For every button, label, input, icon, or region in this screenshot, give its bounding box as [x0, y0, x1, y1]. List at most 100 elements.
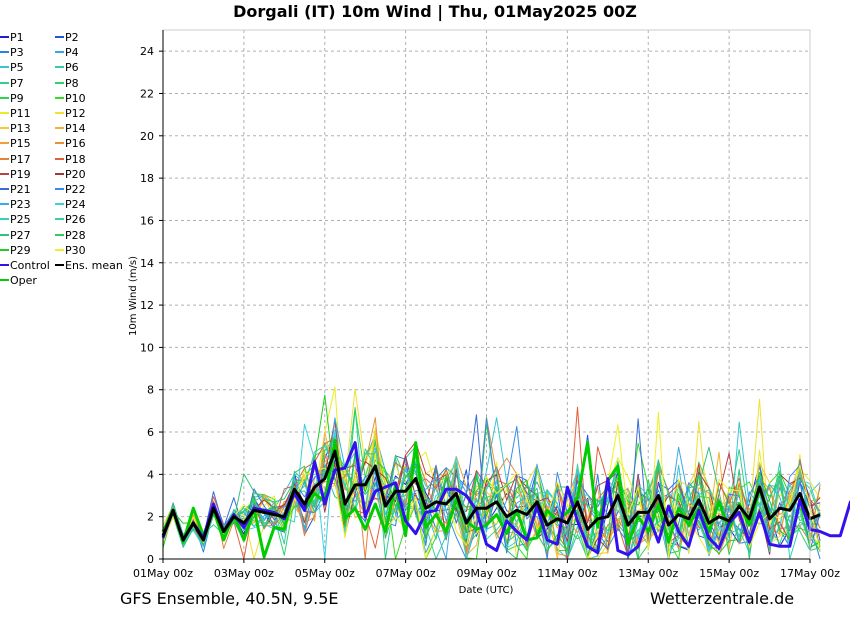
- legend-swatch: [55, 172, 64, 175]
- y-tick-label: 10: [140, 341, 154, 354]
- legend-item-p10: P10: [55, 91, 86, 105]
- footer-source: Wetterzentrale.de: [650, 589, 795, 608]
- legend-label: P21: [10, 183, 31, 196]
- chart-title: Dorgali (IT) 10m Wind | Thu, 01May2025 0…: [233, 2, 637, 21]
- y-tick-label: 24: [140, 45, 154, 58]
- legend-swatch: [0, 203, 9, 206]
- member-lines: [162, 386, 821, 560]
- legend-item-p18: P18: [55, 152, 86, 166]
- member-line-p26: [162, 445, 821, 560]
- legend-label: P12: [65, 107, 86, 120]
- legend-swatch: [0, 81, 9, 84]
- footer-model-location: GFS Ensemble, 40.5N, 9.5E: [120, 589, 339, 608]
- legend-label: P8: [65, 76, 79, 90]
- y-tick-label: 12: [140, 299, 154, 312]
- legend-label: P28: [65, 228, 86, 242]
- legend-swatch: [0, 96, 9, 99]
- legend-item-p2: P2: [55, 32, 79, 44]
- legend-swatch: [55, 112, 64, 114]
- legend-item-p5: P5: [0, 62, 24, 74]
- y-tick-label: 4: [147, 468, 154, 481]
- member-line-p15: [162, 447, 821, 559]
- legend-item-p16: P16: [55, 138, 86, 150]
- legend-item-p3: P3: [0, 47, 24, 59]
- main-lines: [161, 439, 850, 559]
- y-tick-label: 22: [140, 87, 154, 100]
- legend-label: P5: [10, 61, 24, 75]
- legend-label: P1: [10, 31, 24, 44]
- x-tick-label: 01May 00z: [133, 567, 193, 580]
- legend-label: P2: [65, 31, 79, 44]
- grid: [163, 30, 810, 559]
- legend-item-p15: P15: [0, 138, 31, 150]
- legend-swatch: [55, 96, 64, 99]
- y-tick-label: 0: [147, 553, 154, 566]
- legend-item-p17: P17: [0, 152, 31, 166]
- legend-item-p23: P23: [0, 199, 31, 211]
- legend-label: P30: [65, 243, 86, 257]
- x-tick-label: 13May 00z: [618, 567, 678, 580]
- legend-swatch: [55, 264, 64, 266]
- legend-item-p11: P11: [0, 108, 31, 120]
- legend-swatch: [0, 112, 9, 114]
- legend-swatch: [55, 127, 64, 130]
- legend-swatch: [55, 233, 64, 236]
- legend-label: P29: [10, 243, 31, 257]
- x-tick-label: 15May 00z: [699, 567, 759, 580]
- member-line-p29: [162, 394, 821, 560]
- legend-item-p19: P19: [0, 167, 31, 181]
- legend-item-p30: P30: [55, 243, 86, 257]
- legend-label: P19: [10, 167, 31, 181]
- legend-label: P25: [10, 213, 31, 227]
- legend-label: P11: [10, 107, 31, 120]
- x-tick-label: 03May 00z: [214, 567, 274, 580]
- legend-label: P18: [65, 152, 86, 166]
- legend-label: P10: [65, 91, 86, 105]
- legend-item-p22: P22: [55, 184, 86, 196]
- legend-swatch: [0, 218, 9, 221]
- legend-item-p8: P8: [55, 76, 79, 90]
- legend-label: P9: [10, 91, 24, 105]
- legend-item-p21: P21: [0, 184, 31, 196]
- y-tick-label: 16: [140, 214, 154, 227]
- legend-swatch: [55, 157, 64, 160]
- legend-label: P13: [10, 122, 31, 136]
- ens-mean-line: [161, 449, 821, 542]
- legend-swatch: [0, 233, 9, 236]
- legend-item-oper: Oper: [0, 275, 37, 287]
- legend-swatch: [0, 51, 9, 54]
- legend-item-control: Control: [0, 260, 50, 272]
- legend-item-p24: P24: [55, 199, 86, 211]
- member-line-p27: [162, 446, 821, 560]
- legend-label: P22: [65, 183, 86, 196]
- legend-item-p4: P4: [55, 47, 79, 59]
- legend-label: Oper: [10, 274, 37, 288]
- legend-label: P14: [65, 122, 86, 136]
- legend-item-p6: P6: [55, 62, 79, 74]
- legend-label: P16: [65, 137, 86, 151]
- member-line-p22: [162, 417, 821, 560]
- legend-swatch: [0, 188, 9, 190]
- legend-item-p1: P1: [0, 32, 24, 44]
- y-tick-label: 18: [140, 172, 154, 185]
- legend-swatch: [55, 36, 64, 38]
- legend-swatch: [55, 218, 64, 221]
- legend-label: P7: [10, 76, 24, 90]
- legend-swatch: [0, 157, 9, 160]
- legend-item-p12: P12: [55, 108, 86, 120]
- legend-label: P17: [10, 152, 31, 166]
- legend-swatch: [55, 188, 64, 190]
- legend-item-p20: P20: [55, 167, 86, 181]
- legend-item-p25: P25: [0, 214, 31, 226]
- legend-label: P20: [65, 167, 86, 181]
- legend-swatch: [55, 81, 64, 84]
- legend-item-p26: P26: [55, 214, 86, 226]
- legend-swatch: [0, 127, 9, 130]
- x-tick-label: 09May 00z: [456, 567, 516, 580]
- x-tick-label: 05May 00z: [295, 567, 355, 580]
- x-tick-label: 17May 00z: [780, 567, 840, 580]
- legend-swatch: [0, 248, 9, 251]
- legend-swatch: [0, 142, 9, 145]
